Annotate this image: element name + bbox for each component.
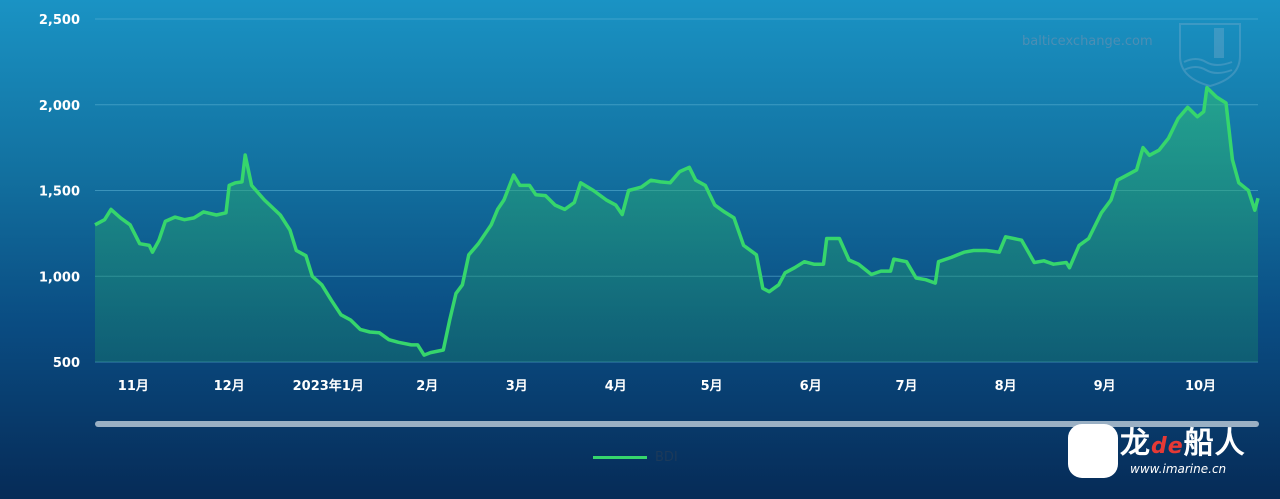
bdi-area (95, 87, 1258, 362)
y-tick-label: 1,500 (39, 185, 80, 200)
x-tick-label: 11月 (118, 379, 149, 394)
y-tick-label: 500 (53, 356, 80, 371)
x-tick-label: 12月 (214, 379, 245, 394)
y-tick-label: 2,500 (39, 13, 80, 28)
y-tick-label: 2,000 (39, 99, 80, 114)
imarine-logo-text: 龙de船人 (1120, 426, 1246, 461)
x-tick-label: 7月 (896, 379, 918, 394)
ship-icon (1068, 424, 1118, 478)
legend-label-bdi: BDI (655, 450, 678, 465)
x-tick-label: 6月 (800, 379, 822, 394)
bdi-chart: 500 1,000 1,500 2,000 2,500 11月 12月 2023年1月 2月 3… (39, 13, 1260, 394)
x-tick-label: 4月 (605, 379, 627, 394)
bdi-line (94, 85, 1260, 357)
legend[interactable]: BDI (593, 450, 678, 465)
x-tick-label: 9月 (1094, 379, 1116, 394)
y-tick-label: 1,000 (39, 270, 80, 285)
x-axis: 11月 12月 2023年1月 2月 3月 4月 5月 6月 7月 8月 9月 10月 (118, 378, 1216, 394)
x-tick-label: 5月 (701, 379, 723, 394)
x-tick-label: 3月 (506, 379, 528, 394)
imarine-logo: 龙de船人 www.imarine.cn (1068, 418, 1268, 490)
x-tick-label: 8月 (995, 379, 1017, 394)
chart-scrollbar[interactable] (95, 421, 1259, 427)
baltic-shield-logo-icon (1179, 23, 1241, 88)
x-tick-label: 2023年1月 (293, 378, 364, 394)
x-tick-label: 10月 (1185, 379, 1216, 394)
legend-line-icon (593, 456, 647, 459)
x-tick-label: 2月 (416, 379, 438, 394)
y-axis: 500 1,000 1,500 2,000 2,500 (39, 13, 80, 371)
imarine-logo-url: www.imarine.cn (1130, 462, 1227, 476)
balticexchange-watermark: balticexchange.com (1022, 34, 1153, 49)
